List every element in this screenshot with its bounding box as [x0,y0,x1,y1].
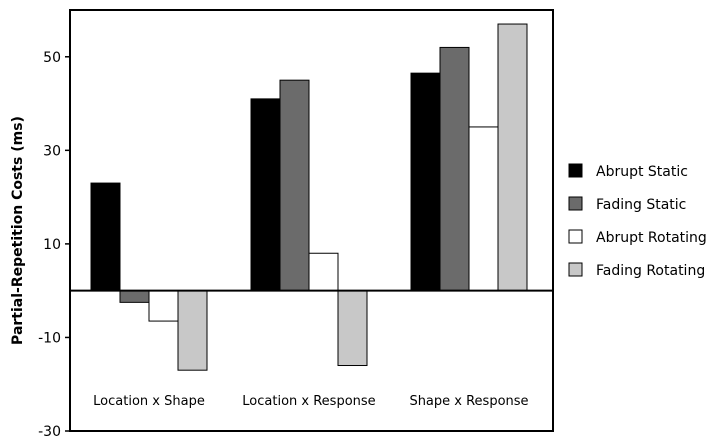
bar-fading-static [439,46,470,292]
legend-swatch [568,196,583,211]
y-axis: -30 -10 10 30 50 [38,50,70,437]
y-tick-label: 50 [43,50,61,66]
bar-abrupt-static [410,72,441,292]
legend-label: Abrupt Rotating [596,230,707,246]
bar-fading-rotating [337,290,368,367]
bar-abrupt-static [90,182,121,292]
bar-fading-static [119,290,150,303]
category-label: Location x Shape [93,394,205,409]
legend-swatch [568,163,583,178]
y-tick-label: 10 [43,237,61,253]
legend-label: Fading Static [596,197,686,213]
bar-abrupt-rotating [148,290,179,322]
legend-swatch [568,229,583,244]
legend-label: Abrupt Static [596,164,688,180]
bar-fading-rotating [497,23,528,292]
bars-group [90,23,528,371]
category-label: Shape x Response [409,394,528,409]
category-label: Location x Response [242,394,375,409]
bar-abrupt-rotating [308,252,339,292]
plot-frame [69,9,554,432]
y-tick-label: 30 [43,143,61,159]
y-tick-label: -30 [38,424,61,437]
y-axis-title: Partial-Repetition Costs (ms) [10,116,26,345]
legend-label: Fading Rotating [596,263,705,279]
y-tick-label: -10 [38,330,61,346]
legend-swatch [568,262,583,277]
bar-fading-static [279,79,310,292]
legend: Abrupt Static Fading Static Abrupt Rotatin… [568,163,707,279]
bar-abrupt-static [250,98,281,292]
category-labels: Location x Shape Location x Response Shape… [93,394,528,409]
bar-fading-rotating [177,290,208,371]
bar-abrupt-rotating [468,126,499,292]
